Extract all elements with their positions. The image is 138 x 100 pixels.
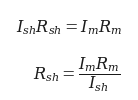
Text: $R_{sh} = \dfrac{I_m R_m}{I_{sh}}$: $R_{sh} = \dfrac{I_m R_m}{I_{sh}}$ [33, 56, 121, 94]
Text: $I_{sh}R_{sh} = I_m R_m$: $I_{sh}R_{sh} = I_m R_m$ [16, 19, 122, 37]
